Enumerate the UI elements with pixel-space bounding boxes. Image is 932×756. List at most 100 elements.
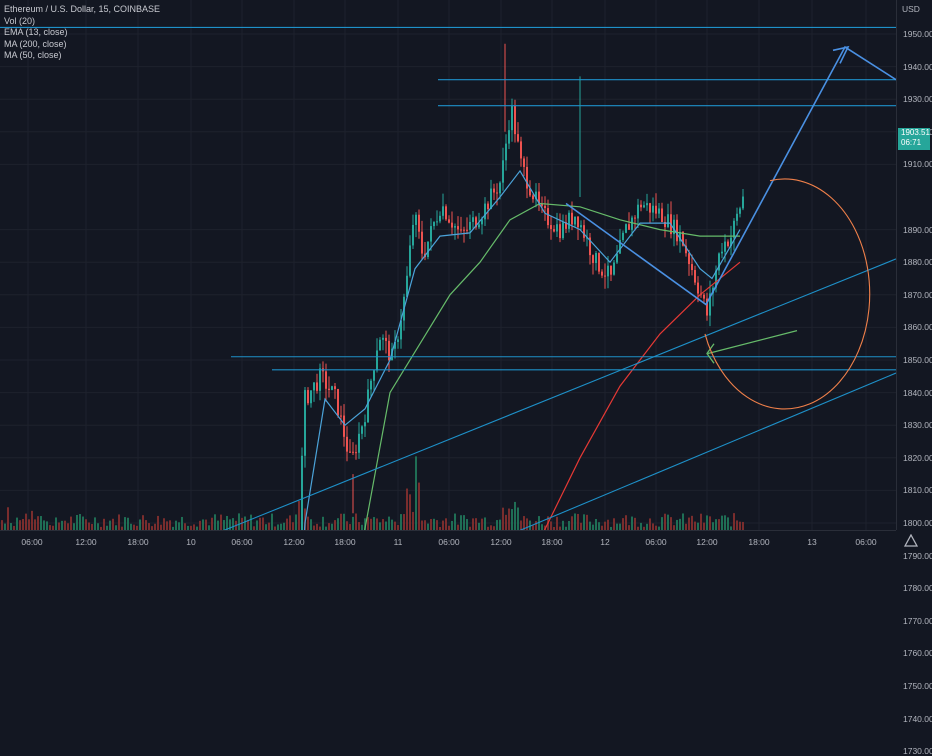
volume-bar <box>391 519 393 530</box>
volume-bar <box>136 525 138 530</box>
volume-bar <box>550 521 552 530</box>
time-axis[interactable]: 06:00 12:00 18:00 10 06:00 12:00 18:00 11 06:00 1… <box>0 530 896 551</box>
volume-bar <box>382 519 384 530</box>
volume-bar <box>421 520 423 530</box>
volume-bar <box>724 515 726 530</box>
volume-bar <box>523 516 525 530</box>
volume-bar <box>130 523 132 530</box>
volume-bar <box>673 525 675 530</box>
candle-body <box>304 390 306 456</box>
candle-body <box>661 208 663 222</box>
volume-bar <box>742 521 744 530</box>
volume-bar <box>436 520 438 530</box>
candle-body <box>565 222 567 229</box>
price-tick-label: 1930.00 <box>903 94 932 105</box>
candle-body <box>682 231 684 246</box>
price-chart[interactable] <box>0 0 896 530</box>
candle-body <box>310 390 312 404</box>
volume-bar <box>142 515 144 530</box>
volume-bar <box>457 524 459 530</box>
price-tick-label: 1820.00 <box>903 452 932 463</box>
candle-body <box>652 205 654 213</box>
price-axis[interactable]: 1950.001940.001930.001920.001910.001890.… <box>896 0 932 756</box>
volume-bar <box>109 520 111 530</box>
volume-bar <box>154 523 156 530</box>
candle-body <box>727 241 729 247</box>
candle-body <box>385 337 387 341</box>
volume-bar <box>478 522 480 530</box>
chart-area[interactable]: Ethereum / U.S. Dollar, 15, COINBASE Vol… <box>0 0 896 530</box>
candle-body <box>421 231 423 254</box>
candle-body <box>400 320 402 340</box>
legend-ma50[interactable]: MA (50, close) <box>4 50 62 60</box>
candle-body <box>595 253 597 264</box>
volume-bar <box>43 520 45 530</box>
legend-symbol[interactable]: Ethereum / U.S. Dollar, 15, COINBASE <box>4 4 161 14</box>
volume-bar <box>646 523 648 530</box>
volume-bar <box>469 526 471 530</box>
volume-bar <box>55 517 57 530</box>
volume-bar <box>514 501 516 530</box>
candle-body <box>418 214 420 232</box>
candle-body <box>520 141 522 159</box>
candle-body <box>505 143 507 161</box>
volume-bar <box>325 526 327 530</box>
time-tick-label: 10 <box>186 537 196 547</box>
candle-body <box>703 294 705 299</box>
candle-body <box>637 204 639 219</box>
volume-bar <box>493 526 495 530</box>
volume-bar <box>364 518 366 530</box>
volume-bar <box>52 525 54 530</box>
volume-bar <box>214 514 216 530</box>
volume-bar <box>736 520 738 530</box>
time-tick-label: 12 <box>600 537 610 547</box>
candle-body <box>562 222 564 239</box>
legend-ma200[interactable]: MA (200, close) <box>4 38 67 49</box>
volume-bar <box>40 516 42 530</box>
candle-body <box>415 214 417 225</box>
candle-body <box>337 389 339 416</box>
volume-bar <box>70 516 72 530</box>
volume-bar <box>463 515 465 530</box>
volume-bar <box>238 513 240 530</box>
volume-bar <box>721 515 723 530</box>
volume-bar <box>10 523 12 530</box>
volume-bar <box>583 514 585 530</box>
price-tick-label: 1760.00 <box>903 648 932 659</box>
price-tick-label: 1910.00 <box>903 159 932 170</box>
legend-ema[interactable]: EMA (13, close) <box>4 27 68 37</box>
volume-bar <box>25 513 27 530</box>
volume-bar <box>223 520 225 530</box>
candle-body <box>664 221 666 228</box>
legend-volume[interactable]: Vol (20) <box>4 15 36 26</box>
volume-bar <box>76 514 78 530</box>
volume-bar <box>475 518 477 530</box>
volume-bar <box>517 507 519 530</box>
volume-bar <box>709 516 711 530</box>
candle-body <box>313 382 315 391</box>
last-price: 1903.51 <box>901 128 930 137</box>
projection-arrow <box>565 45 896 306</box>
volume-bar <box>151 526 153 530</box>
time-tick-label: 18:00 <box>334 537 356 547</box>
candle-body <box>613 262 615 275</box>
price-tick-label: 1950.00 <box>903 29 932 39</box>
trend-line <box>223 258 896 530</box>
candle-body <box>487 203 489 210</box>
candle-body <box>742 196 744 209</box>
time-tick-label: 12:00 <box>490 537 512 547</box>
volume-bar <box>727 517 729 530</box>
price-tick-label: 1740.00 <box>903 713 932 724</box>
candle-body <box>607 265 609 277</box>
volume-bar <box>730 526 732 530</box>
candle-body <box>616 253 618 263</box>
candle-body <box>547 208 549 226</box>
volume-bar <box>634 517 636 530</box>
candle-body <box>334 386 336 390</box>
candle-body <box>589 237 591 256</box>
tradingview-logo-icon[interactable] <box>904 534 918 547</box>
volume-bar <box>346 521 348 530</box>
volume-bar <box>229 519 231 530</box>
volume-bar <box>472 518 474 530</box>
volume-bar <box>259 517 261 530</box>
